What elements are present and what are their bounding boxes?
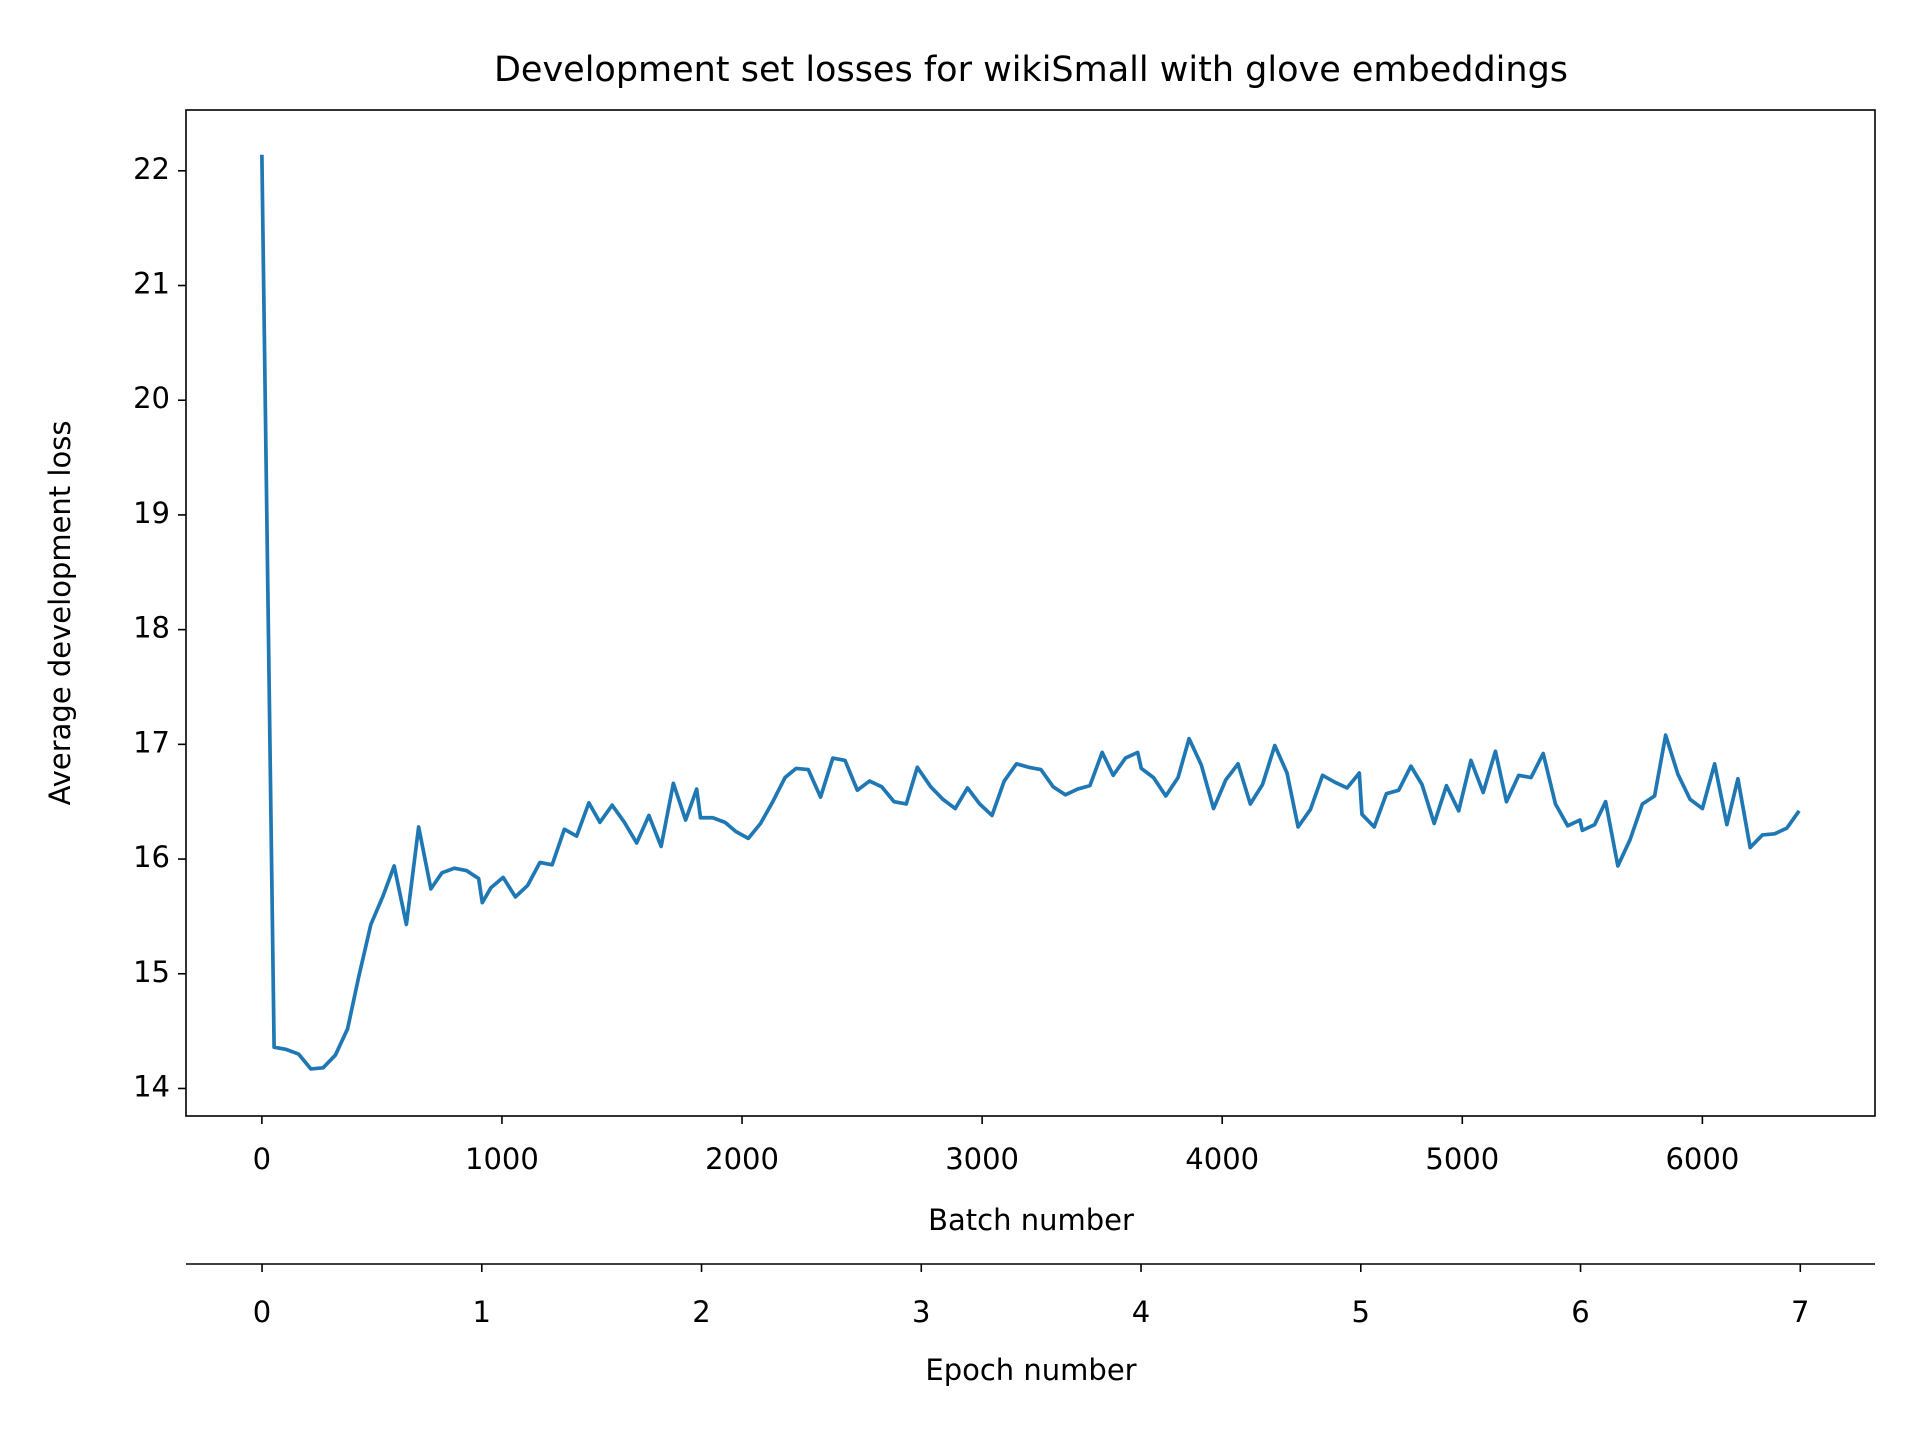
x2-tick-label: 0 bbox=[253, 1295, 271, 1329]
y-tick-label: 22 bbox=[133, 152, 170, 186]
plot-frame bbox=[185, 109, 1876, 1117]
y-tick-label: 17 bbox=[133, 725, 170, 759]
x-tick-label: 1000 bbox=[465, 1142, 539, 1176]
data-line bbox=[260, 154, 1801, 1071]
x2-tick-label: 2 bbox=[692, 1295, 710, 1329]
x2-tick-label: 6 bbox=[1571, 1295, 1589, 1329]
y-axis-label: Average development loss bbox=[43, 421, 77, 806]
y-tick-label: 16 bbox=[133, 840, 170, 874]
x2-tick-label: 1 bbox=[473, 1295, 491, 1329]
y-tick-label: 19 bbox=[133, 496, 170, 530]
x-tick-label: 5000 bbox=[1425, 1142, 1499, 1176]
y-tick-label: 20 bbox=[133, 381, 170, 415]
x2-tick-label: 3 bbox=[912, 1295, 930, 1329]
y-tick-label: 15 bbox=[133, 955, 170, 989]
x-tick-label: 4000 bbox=[1185, 1142, 1259, 1176]
y-tick-label: 18 bbox=[133, 611, 170, 645]
x2-axis-label: Epoch number bbox=[925, 1353, 1136, 1387]
x-tick-label: 3000 bbox=[945, 1142, 1019, 1176]
x2-tick-label: 7 bbox=[1791, 1295, 1809, 1329]
x2-tick-label: 4 bbox=[1132, 1295, 1150, 1329]
x-tick-label: 6000 bbox=[1665, 1142, 1739, 1176]
x-tick-label: 2000 bbox=[705, 1142, 779, 1176]
y-tick-label: 21 bbox=[133, 267, 170, 301]
chart-title: Development set losses for wikiSmall wit… bbox=[494, 50, 1568, 90]
x2-tick-label: 5 bbox=[1352, 1295, 1370, 1329]
x-tick-label: 0 bbox=[253, 1142, 271, 1176]
y-tick-label: 14 bbox=[133, 1069, 170, 1103]
x-axis-label: Batch number bbox=[928, 1203, 1134, 1237]
